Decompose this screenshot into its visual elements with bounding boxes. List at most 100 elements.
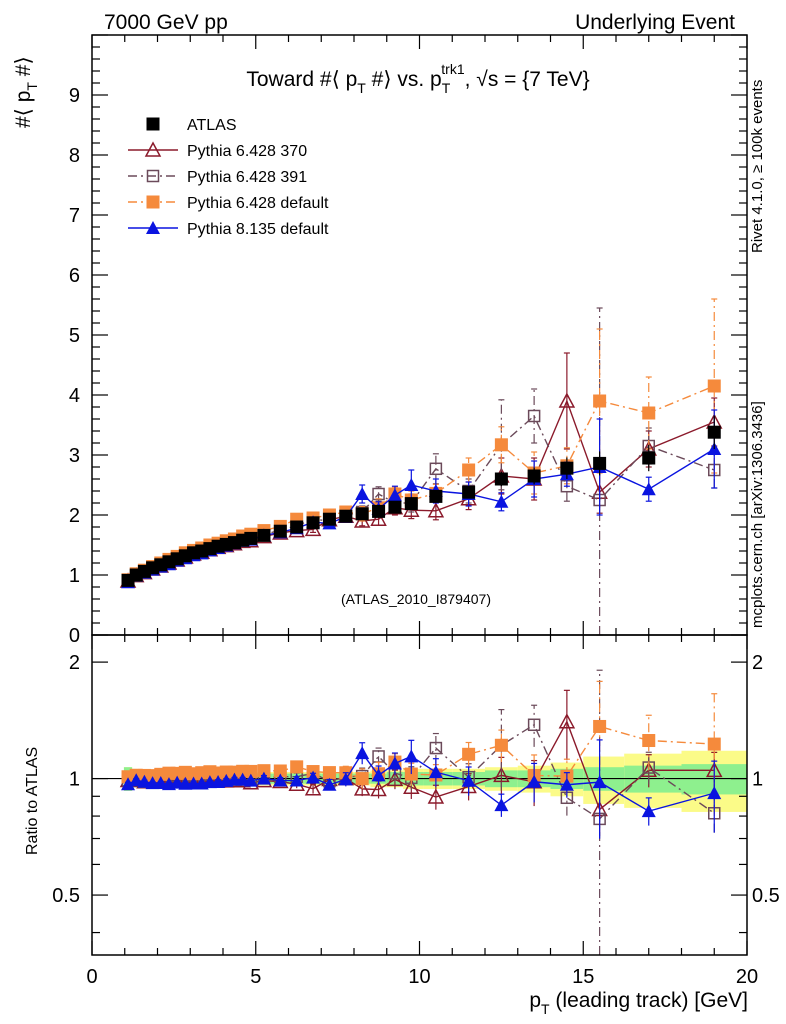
series-ratio-point bbox=[370, 780, 387, 797]
atlas-point bbox=[404, 497, 418, 511]
atlas-point bbox=[273, 524, 287, 538]
series-ratio-point bbox=[559, 777, 574, 791]
atlas-point bbox=[244, 531, 258, 545]
ratio-tick-label-right: 1 bbox=[752, 769, 763, 791]
ratio-tick-label: 1 bbox=[69, 769, 80, 791]
series-ratio-point bbox=[707, 786, 722, 800]
series-ratio-point bbox=[289, 773, 304, 787]
legend-item: Pythia 8.135 default bbox=[128, 221, 329, 238]
legend-marker bbox=[146, 221, 160, 234]
atlas-point bbox=[429, 489, 443, 503]
series-point bbox=[429, 462, 443, 476]
y-axis-label: #⟨ pT #⟩ bbox=[12, 56, 40, 128]
series-ratio-point bbox=[403, 778, 420, 794]
analysis-watermark: (ATLAS_2010_I879407) bbox=[341, 591, 491, 607]
atlas-point bbox=[707, 425, 721, 439]
ratio-tick-label: 2 bbox=[69, 652, 80, 674]
series-ratio-point bbox=[494, 738, 508, 752]
ratio-y-axis-label: Ratio to ATLAS bbox=[24, 747, 41, 855]
atlas-point bbox=[322, 512, 336, 526]
atlas-point bbox=[642, 451, 656, 465]
atlas-point bbox=[527, 469, 541, 483]
x-tick-label: 15 bbox=[572, 966, 594, 988]
series-ratio-point bbox=[527, 718, 541, 732]
series-point bbox=[427, 502, 445, 518]
series-ratio-point bbox=[558, 713, 576, 729]
legend-label: Pythia 8.135 default bbox=[187, 221, 329, 238]
legend-item: ATLAS bbox=[146, 117, 237, 134]
series-line bbox=[127, 414, 715, 582]
y-tick-label: 9 bbox=[69, 85, 80, 107]
y-tick-label: 5 bbox=[69, 325, 80, 347]
atlas-point bbox=[257, 528, 271, 542]
legend-item: Pythia 6.428 default bbox=[128, 195, 329, 212]
series-ratio-point bbox=[137, 774, 152, 788]
tick-labels: 0 5 10 15 20 0 1 2 3 4 5 6 7 8 9 0.5 0.5 1 1 2 2 bbox=[52, 85, 780, 988]
series-ratio-point bbox=[494, 798, 509, 812]
atlas-point bbox=[462, 485, 476, 499]
atlas-data-layer bbox=[121, 415, 721, 587]
ratio-tick-label-right: 2 bbox=[752, 652, 763, 674]
series-point bbox=[558, 392, 576, 408]
legend: ATLAS Pythia 6.428 370 Pythia 6.428 391 Pyt… bbox=[128, 117, 329, 238]
side-label-rivet: Rivet 4.1.0, ≥ 100k events bbox=[749, 80, 766, 253]
ratio-tick-label-right: 0.5 bbox=[752, 885, 780, 907]
atlas-point bbox=[339, 509, 353, 523]
series-ratio-point bbox=[404, 749, 419, 763]
series-ratio-point bbox=[593, 719, 607, 733]
series-point bbox=[494, 494, 509, 508]
series-point bbox=[707, 379, 721, 393]
atlas-point bbox=[560, 461, 574, 475]
series-point bbox=[353, 512, 371, 528]
atlas-point bbox=[306, 516, 320, 530]
atlas-point bbox=[388, 500, 402, 514]
series-ratio-point bbox=[273, 773, 288, 787]
series-point bbox=[593, 394, 607, 408]
legend-label: Pythia 6.428 370 bbox=[187, 143, 307, 160]
side-label-mcplots: mcplots.cern.ch [arXiv:1306.3436] bbox=[749, 401, 766, 628]
series-ratio-point bbox=[170, 775, 185, 789]
x-tick-label: 10 bbox=[408, 966, 430, 988]
series-point bbox=[355, 487, 370, 500]
series-point bbox=[404, 478, 419, 491]
series-point bbox=[527, 409, 541, 423]
series-ratio-point bbox=[273, 764, 287, 778]
atlas-point bbox=[593, 456, 607, 470]
series-ratio-point bbox=[322, 766, 336, 780]
series-ratio-point bbox=[256, 771, 271, 785]
y-tick-label: 3 bbox=[69, 445, 80, 467]
series-ratio-point bbox=[121, 777, 136, 791]
series-ratio-point bbox=[641, 804, 656, 818]
atlas-point bbox=[372, 504, 386, 518]
series-ratio-point bbox=[461, 773, 476, 787]
series-ratio-point bbox=[243, 773, 258, 787]
ratio-tick-label: 0.5 bbox=[52, 885, 80, 907]
x-tick-label: 20 bbox=[736, 966, 758, 988]
series-point bbox=[462, 463, 476, 477]
x-tick-label: 5 bbox=[250, 966, 261, 988]
series-point bbox=[494, 438, 508, 452]
ticks-layer bbox=[91, 34, 748, 955]
series-ratio-point bbox=[355, 746, 370, 760]
series-ratio-point bbox=[592, 775, 607, 789]
series-ratio-point bbox=[304, 780, 322, 796]
x-axis-label: pT (leading track) [GeV] bbox=[529, 989, 748, 1017]
legend-label: Pythia 6.428 391 bbox=[187, 169, 307, 186]
series-point bbox=[370, 510, 387, 526]
series-point bbox=[372, 487, 385, 501]
legend-marker bbox=[146, 117, 160, 131]
series-ratio-point bbox=[153, 775, 168, 789]
series-ratio-point bbox=[427, 788, 445, 804]
series-ratio-point bbox=[322, 777, 337, 791]
y-tick-label: 2 bbox=[69, 505, 80, 527]
legend-marker bbox=[146, 169, 160, 183]
series-ratio-point bbox=[371, 768, 386, 782]
series-ratio-point bbox=[642, 734, 656, 748]
series-ratio-point bbox=[429, 741, 443, 755]
series-ratio-point bbox=[129, 773, 144, 787]
atlas-point bbox=[494, 472, 508, 486]
series-ratio-point bbox=[290, 760, 304, 774]
series-ratio-point bbox=[244, 764, 258, 778]
legend-item: Pythia 6.428 391 bbox=[128, 169, 307, 186]
y-tick-label: 6 bbox=[69, 265, 80, 287]
